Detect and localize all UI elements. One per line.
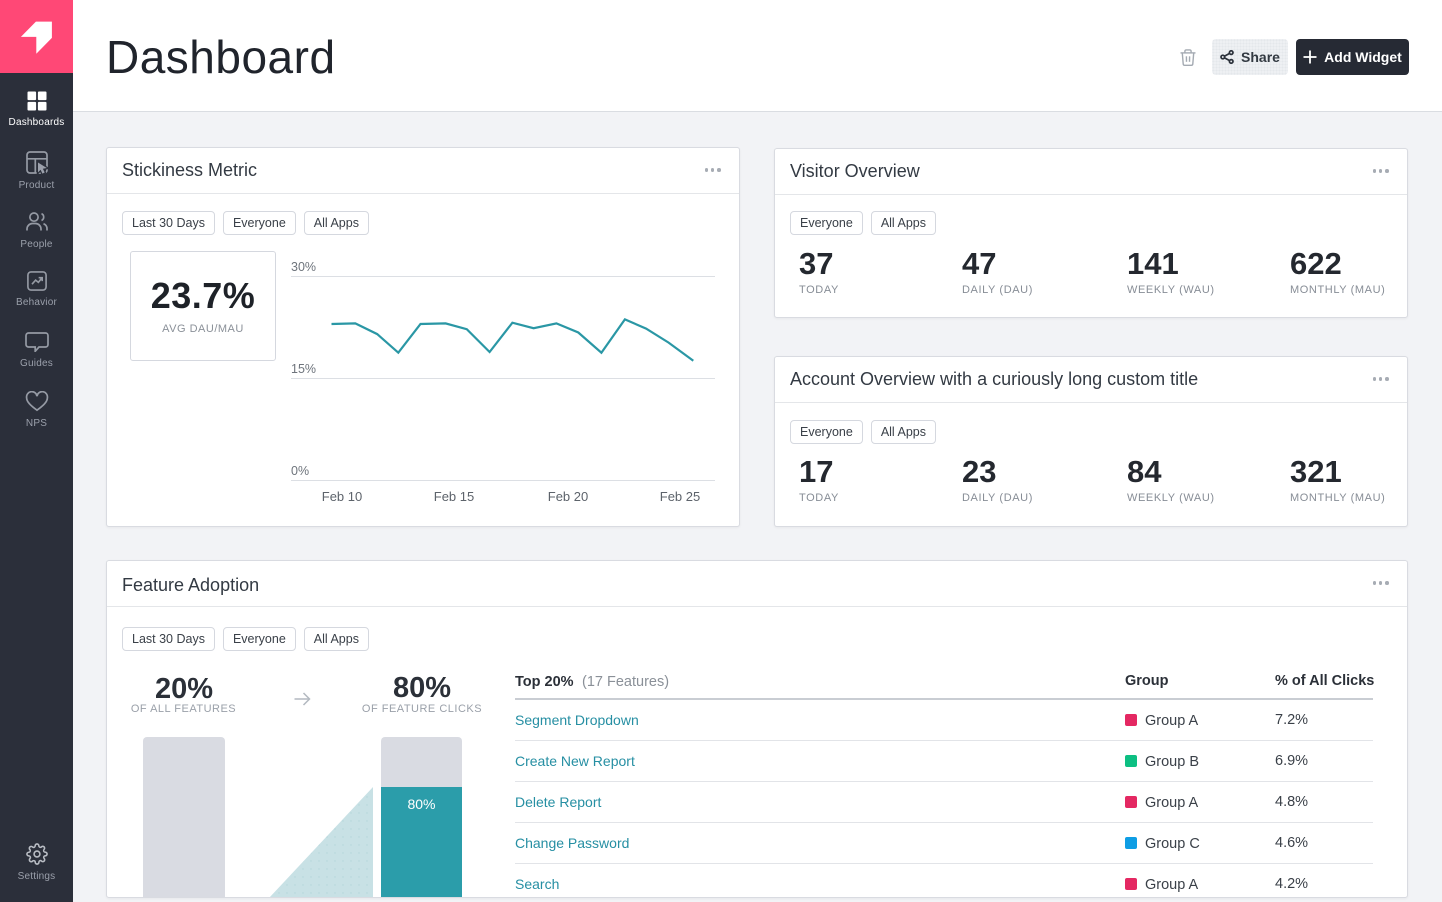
svg-text:30%: 30% bbox=[291, 260, 316, 274]
svg-text:Feb 25: Feb 25 bbox=[660, 489, 700, 504]
svg-text:Feb 15: Feb 15 bbox=[434, 489, 474, 504]
svg-text:15%: 15% bbox=[291, 362, 316, 376]
svg-text:0%: 0% bbox=[291, 464, 309, 478]
svg-text:Feb 20: Feb 20 bbox=[548, 489, 588, 504]
svg-text:Feb 10: Feb 10 bbox=[322, 489, 362, 504]
